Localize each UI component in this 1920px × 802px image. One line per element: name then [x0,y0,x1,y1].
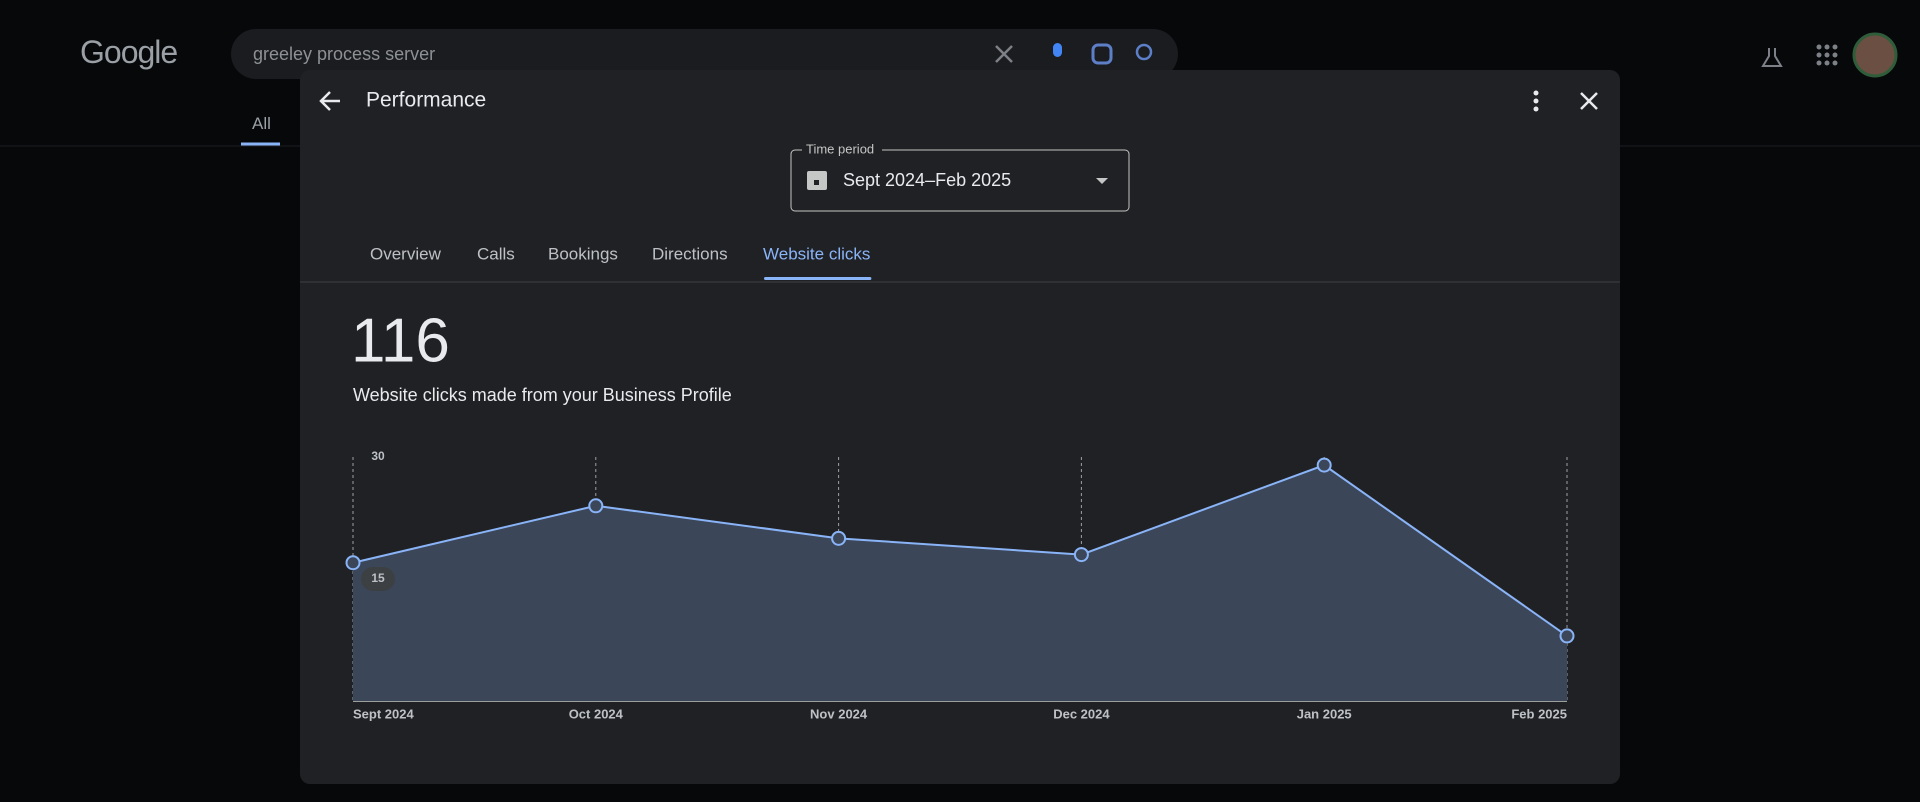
point[interactable] [1316,457,1332,473]
x-tick-label: Nov 2024 [810,706,868,721]
dialog-canvas: Performance Time period Sept 2024–Feb 20… [300,89,1620,721]
back-button[interactable] [319,91,340,111]
tab[interactable]: Overview [370,244,442,263]
total-value: 116 [351,306,450,375]
point[interactable] [345,555,361,571]
search-icon[interactable] [1135,43,1153,61]
area [353,465,1567,701]
tab[interactable]: Calls [477,244,515,263]
mic-icon[interactable] [1053,43,1062,57]
y-tick-pill [361,567,395,591]
search-query[interactable]: greeley process server [253,44,436,64]
more-button[interactable] [1533,90,1539,112]
lens-icon[interactable] [1091,43,1113,65]
labs-icon[interactable] [1761,48,1783,67]
x-tick-label: Dec 2024 [1053,706,1110,721]
total-label: Website clicks made from your Business P… [353,385,732,405]
performance-dialog: Performance Time period Sept 2024–Feb 20… [300,70,1620,784]
x-tick-label: Feb 2025 [1511,706,1567,721]
label-gap [802,144,882,156]
calendar-dot [814,180,819,185]
line [352,464,1568,637]
close-button[interactable] [1580,92,1598,110]
y-tick-label: 30 [371,449,385,463]
active-tab-indicator [764,277,872,280]
dialog-title: Performance [366,89,486,112]
time-period-label: Time period [806,141,874,156]
dropdown-arrow[interactable] [1096,178,1108,184]
point[interactable] [831,530,847,546]
tab[interactable]: Bookings [548,244,618,263]
logo[interactable]: Google [80,34,178,70]
point[interactable] [1559,628,1575,644]
point[interactable] [1073,547,1089,563]
tab[interactable]: Directions [652,244,728,263]
x-tick-label: Oct 2024 [569,706,624,721]
avatar[interactable] [1852,32,1898,78]
time-period-select[interactable] [790,149,1130,212]
clear-icon[interactable] [995,45,1013,63]
point[interactable] [588,498,604,514]
search-tab[interactable]: All [252,114,271,133]
x-tick-label: Jan 2025 [1297,706,1352,721]
x-tick-label: Sept 2024 [353,706,414,721]
time-period-value[interactable]: Sept 2024–Feb 2025 [843,170,1011,190]
y-tick-label: 15 [371,571,385,585]
apps-icon[interactable] [1816,44,1838,66]
tab[interactable]: Website clicks [763,244,870,263]
